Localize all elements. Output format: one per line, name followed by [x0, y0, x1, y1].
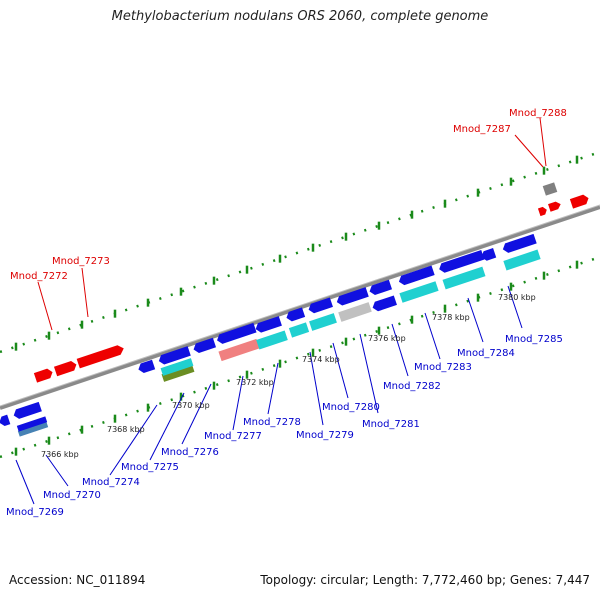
reverse-genes-outer — [16, 249, 541, 437]
gene-label-mnod-7287[interactable]: Mnod_7287 — [453, 124, 511, 135]
gene-arrow-7[interactable] — [307, 297, 333, 314]
tick-label-7372: 7372 kbp — [236, 378, 274, 387]
gene-label-mnod-7275[interactable]: Mnod_7275 — [121, 462, 179, 473]
gene-arrow-left-2[interactable] — [0, 414, 11, 428]
gene-mnod-7287-arrow[interactable] — [548, 200, 562, 212]
gene-box-cyan-3[interactable] — [288, 322, 310, 338]
tick-label-7368: 7368 kbp — [107, 425, 145, 434]
gene-label-mnod-7276[interactable]: Mnod_7276 — [161, 447, 219, 458]
gene-label-mnod-7274[interactable]: Mnod_7274 — [82, 477, 140, 488]
gene-box-olive[interactable] — [161, 364, 195, 382]
gene-forward-right-arrow[interactable] — [569, 193, 590, 209]
genome-backbone-highlight — [0, 204, 600, 407]
gene-arrow-12[interactable] — [480, 248, 497, 262]
gene-box-cyan-5[interactable] — [399, 281, 439, 303]
topology-text: Topology: circular; Length: 7,772,460 bp… — [260, 573, 590, 587]
leader-lines — [15, 117, 547, 505]
accession-text: Accession: NC_011894 — [9, 573, 146, 587]
forward-genes — [33, 182, 590, 383]
gene-box-steel[interactable] — [17, 421, 49, 437]
tick-label-7366: 7366 kbp — [41, 450, 79, 459]
lower-track-ticks — [14, 260, 579, 456]
gene-label-mnod-7283[interactable]: Mnod_7283 — [414, 362, 472, 373]
gene-label-mnod-7282[interactable]: Mnod_7282 — [383, 381, 441, 392]
gene-box-cyan-2[interactable] — [256, 330, 288, 350]
gene-mnod-7287b-arrow[interactable] — [537, 206, 548, 217]
gene-label-mnod-7279[interactable]: Mnod_7279 — [296, 430, 354, 441]
tick-label-7370: 7370 kbp — [172, 401, 210, 410]
upper-track-ticks — [14, 155, 579, 351]
gene-box-cyan-4[interactable] — [309, 313, 337, 331]
gene-arrow-11[interactable] — [438, 249, 485, 274]
gene-label-mnod-7273[interactable]: Mnod_7273 — [52, 256, 110, 267]
tick-label-7376: 7376 kbp — [368, 334, 406, 343]
gene-label-mnod-7278[interactable]: Mnod_7278 — [243, 417, 301, 428]
gene-mnod-7272-arrow[interactable] — [33, 367, 54, 383]
gene-arrow-left-1[interactable] — [12, 401, 42, 420]
gene-arrow-6[interactable] — [285, 307, 306, 322]
gene-arrow-10[interactable] — [397, 265, 435, 287]
genome-title: Methylobacterium nodulans ORS 2060, comp… — [111, 9, 489, 24]
gene-arrow-1[interactable] — [137, 359, 156, 375]
gene-arrow-4[interactable] — [215, 322, 257, 345]
tick-label-7378: 7378 kbp — [432, 313, 470, 322]
gene-arrow-2[interactable] — [157, 346, 191, 366]
gene-mnod-7288-box[interactable] — [542, 182, 558, 196]
gene-label-mnod-7277[interactable]: Mnod_7277 — [204, 431, 262, 442]
gene-box-blue-left[interactable] — [16, 416, 48, 432]
gene-arrow-13[interactable] — [501, 233, 537, 254]
gene-arrow-blue-outer[interactable] — [371, 295, 397, 312]
gene-box-cyan-6[interactable] — [442, 266, 486, 290]
forward-gene-labels: Mnod_7272 Mnod_7273 Mnod_7287 Mnod_7288 — [10, 108, 567, 282]
gene-label-mnod-7272[interactable]: Mnod_7272 — [10, 271, 68, 282]
gene-label-mnod-7280[interactable]: Mnod_7280 — [322, 402, 380, 413]
gene-label-mnod-7281[interactable]: Mnod_7281 — [362, 419, 420, 430]
gene-label-mnod-7288[interactable]: Mnod_7288 — [509, 108, 567, 119]
genome-backbone — [0, 205, 600, 410]
gene-box-grey[interactable] — [338, 302, 372, 322]
reverse-gene-labels: Mnod_7269 Mnod_7270 Mnod_7274 Mnod_7275 … — [6, 334, 563, 518]
gene-mnod-7273-arrow[interactable] — [53, 360, 78, 377]
gene-label-mnod-7285[interactable]: Mnod_7285 — [505, 334, 563, 345]
reverse-genes-inner — [0, 233, 537, 428]
gene-arrow-3[interactable] — [192, 337, 217, 354]
gene-box-pink[interactable] — [218, 338, 260, 362]
gene-label-mnod-7269[interactable]: Mnod_7269 — [6, 507, 64, 518]
tick-label-7380: 7380 kbp — [498, 293, 536, 302]
gene-box-cyan-7[interactable] — [503, 249, 541, 271]
gene-label-mnod-7284[interactable]: Mnod_7284 — [457, 348, 515, 359]
gene-arrow-8[interactable] — [335, 287, 369, 307]
gene-label-mnod-7270[interactable]: Mnod_7270 — [43, 490, 101, 501]
gene-arrow-5[interactable] — [254, 316, 282, 334]
gene-arrow-9[interactable] — [368, 279, 393, 296]
tick-labels: 7366 kbp 7368 kbp 7370 kbp 7372 kbp 7374… — [41, 293, 536, 459]
gene-box-cyan-1[interactable] — [160, 358, 194, 376]
tick-label-7374: 7374 kbp — [302, 355, 340, 364]
gene-mnod-7273b-arrow[interactable] — [76, 344, 126, 369]
